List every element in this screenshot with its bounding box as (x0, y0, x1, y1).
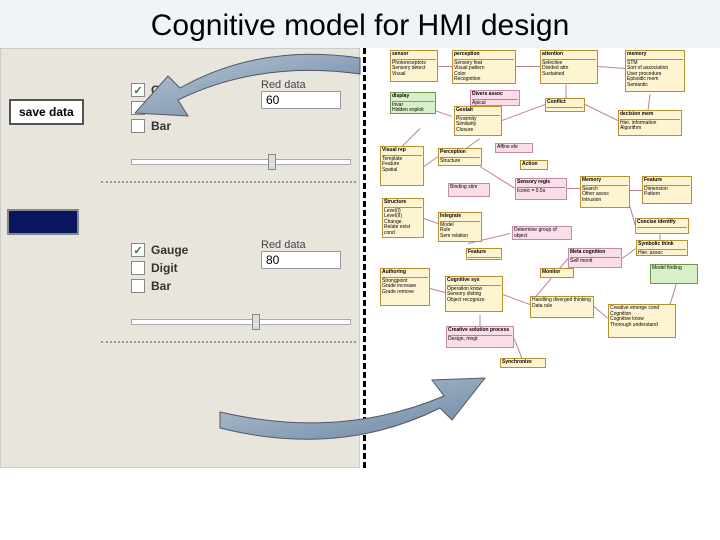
slider-thumb[interactable] (268, 154, 276, 170)
diagram-box: IntegrateModelRuleSem relation (438, 212, 482, 242)
checkbox-icon (131, 261, 145, 275)
diagram-box: Feature (466, 248, 502, 260)
diagram-box: Determine group of object (512, 226, 572, 240)
slider-1[interactable] (131, 159, 351, 165)
checkbox-icon (131, 119, 145, 133)
diagram-box: AuthoringStrongpointGrade increaseGrade … (380, 268, 430, 306)
option-group-1: Gauge Digit Bar (131, 79, 261, 137)
data-value-input[interactable] (261, 91, 341, 109)
diagram-box: PerceptionStructure (438, 148, 482, 166)
separator (101, 341, 356, 343)
diagram-box: Meta cognitionSelf monit (568, 248, 622, 268)
diagram-box: Symbolic thinkHier. assoc (636, 240, 688, 256)
connector-line (594, 306, 609, 319)
diagram-box: memorySTMSort of associationUser procedu… (625, 50, 685, 92)
content-area: save data Gauge Digit Bar Red data (0, 48, 720, 518)
connector-line (424, 156, 439, 167)
diagram-box: Creative emerge condCognitionCognitive k… (608, 304, 676, 338)
connector-line (567, 188, 580, 189)
diagram-box: displayInvarHidden exploit (390, 92, 436, 114)
bar-checkbox-row[interactable]: Bar (131, 119, 261, 133)
checkbox-label: Digit (151, 261, 178, 275)
connector-line (514, 338, 523, 358)
checkbox-icon (131, 279, 145, 293)
checkbox-icon (131, 101, 145, 115)
preview-box (7, 209, 79, 235)
checkbox-label: Gauge (151, 243, 188, 257)
diagram-box: sensorPhotoreceptorsSensory detectVisual (390, 50, 438, 82)
title-bar: Cognitive model for HMI design (0, 0, 720, 48)
diagram-box: Cognitive sysOperation knowSensory disti… (445, 276, 503, 312)
diagram-box: perceptionSensory featVisual patternColo… (452, 50, 516, 84)
data-value-input[interactable] (261, 251, 341, 269)
connector-line (622, 248, 637, 259)
diagram-box: Divers assocApical (470, 90, 520, 106)
diagram-box: Conflict (545, 98, 585, 112)
checkbox-label: Bar (151, 279, 171, 293)
diagram-panel: sensorPhotoreceptorsSensory detectVisual… (370, 48, 715, 468)
diagram-box: GestaltProximitySimilarityClosure (454, 106, 502, 136)
diagram-box: Sensory regisIconic = 0.5s (515, 178, 567, 200)
checkbox-label: Bar (151, 119, 171, 133)
checkbox-label: Gauge (151, 83, 188, 97)
digit-checkbox-row[interactable]: Digit (131, 101, 261, 115)
connector-line (502, 104, 545, 121)
diagram-box: attentionSelectiveDivided attnSustained (540, 50, 598, 84)
option-group-2: Gauge Digit Bar (131, 239, 261, 297)
connector-line (516, 66, 540, 67)
diagram-box: Creative solution processDesign, mngt (446, 326, 514, 348)
diagram-box: Binding stim (448, 183, 490, 197)
connector-line (424, 218, 438, 224)
diagram-box: Action (520, 160, 548, 170)
connector-line (480, 315, 481, 327)
connector-line (648, 94, 651, 110)
checkbox-icon (131, 83, 145, 97)
diagram-box: Synchronize (500, 358, 546, 368)
connector-line (630, 190, 642, 191)
diagram-box: StructureLevel(I)Level(II)ChangeRelate e… (382, 198, 424, 238)
data-field-2: Red data (261, 239, 341, 269)
separator (101, 181, 356, 183)
checkbox-label: Digit (151, 101, 178, 115)
page-title: Cognitive model for HMI design (0, 8, 720, 44)
slider-2[interactable] (131, 319, 351, 325)
diagram-box: Concise identify (635, 218, 689, 234)
gauge-checkbox-row[interactable]: Gauge (131, 83, 261, 97)
save-data-button[interactable]: save data (9, 99, 84, 125)
connector-line (585, 104, 618, 121)
panel-divider (363, 48, 366, 468)
form-panel: save data Gauge Digit Bar Red data (0, 48, 360, 468)
diagram-box: Model finding (650, 264, 698, 284)
diagram-box: Handling diverged thinkingData rule (530, 296, 594, 318)
checkbox-icon (131, 243, 145, 257)
diagram-box: FeatureDimensionPattern (642, 176, 692, 204)
digit-checkbox-row[interactable]: Digit (131, 261, 261, 275)
field-label: Red data (261, 239, 341, 251)
diagram-box: MemorySearchOther assocIntrusion (580, 176, 630, 208)
connector-line (438, 66, 452, 67)
gauge-checkbox-row[interactable]: Gauge (131, 243, 261, 257)
diagram-box: Monitor (540, 268, 574, 278)
connector-line (402, 128, 421, 147)
connector-line (503, 294, 530, 305)
diagram-box: decision memHier. informationAlgorithm (618, 110, 682, 136)
diagram-box: Affine ele (495, 143, 533, 153)
field-label: Red data (261, 79, 341, 91)
slider-thumb[interactable] (252, 314, 260, 330)
connector-line (598, 66, 625, 69)
connector-line (430, 288, 445, 293)
diagram-box: Visual repTemplateFeatureSpatial (380, 146, 424, 186)
connector-line (566, 85, 567, 99)
data-field-1: Red data (261, 79, 341, 109)
bar-checkbox-row[interactable]: Bar (131, 279, 261, 293)
